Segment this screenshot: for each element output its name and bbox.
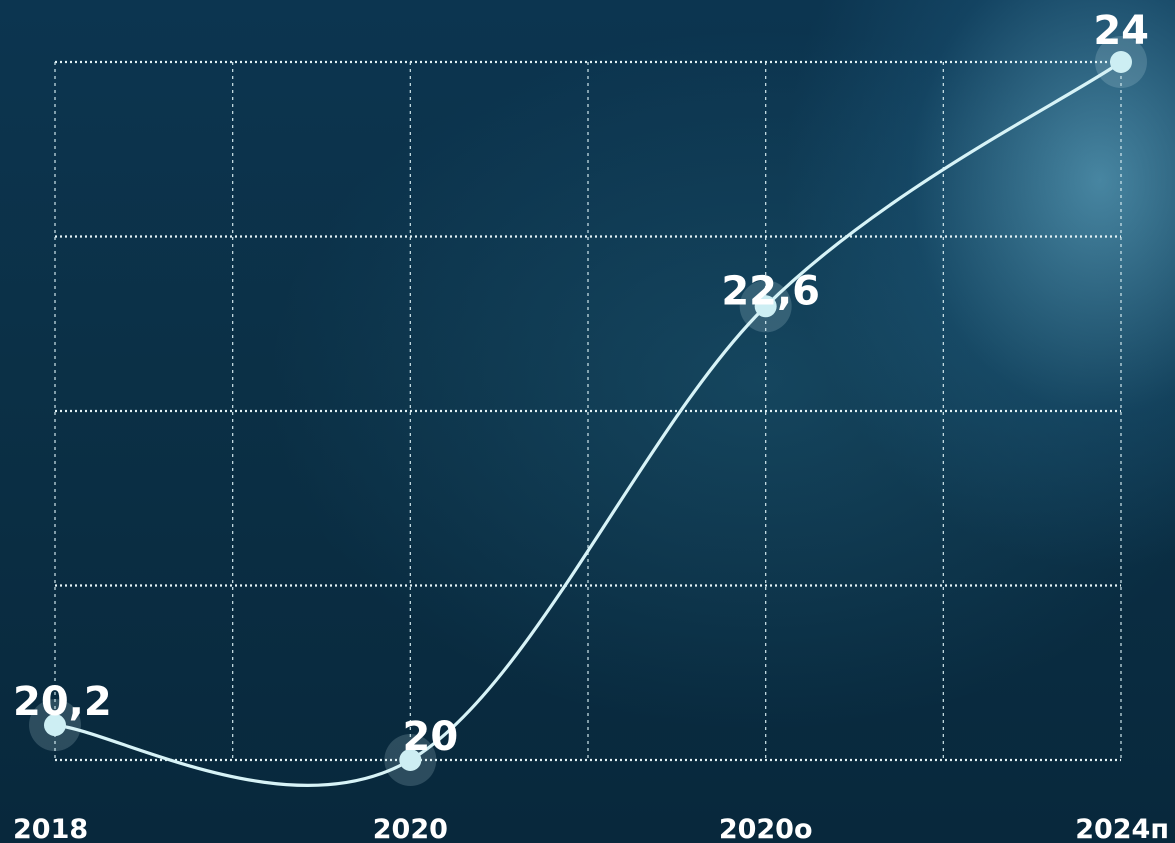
x-axis-tick-label: 2018 [13, 814, 88, 843]
x-axis-tick-label: 2024п [1075, 814, 1169, 843]
data-points [29, 36, 1147, 786]
chart-grid [54, 60, 1122, 762]
value-labels: 20,2 20 22,6 24 [13, 8, 1149, 760]
x-axis-tick-label: 2020о [719, 814, 813, 843]
x-axis-tick-labels: 2018 2020 2020о 2024п [13, 814, 1169, 843]
series-line [53, 60, 1123, 787]
data-value-label: 22,6 [721, 268, 820, 314]
x-axis-tick-label: 2020 [373, 814, 448, 843]
data-point [1110, 51, 1132, 73]
data-point [399, 749, 422, 771]
data-value-label: 20,2 [13, 679, 112, 725]
data-value-label: 24 [1093, 8, 1149, 54]
data-point [44, 714, 66, 737]
data-point [754, 295, 777, 318]
data-value-label: 20 [402, 714, 458, 760]
